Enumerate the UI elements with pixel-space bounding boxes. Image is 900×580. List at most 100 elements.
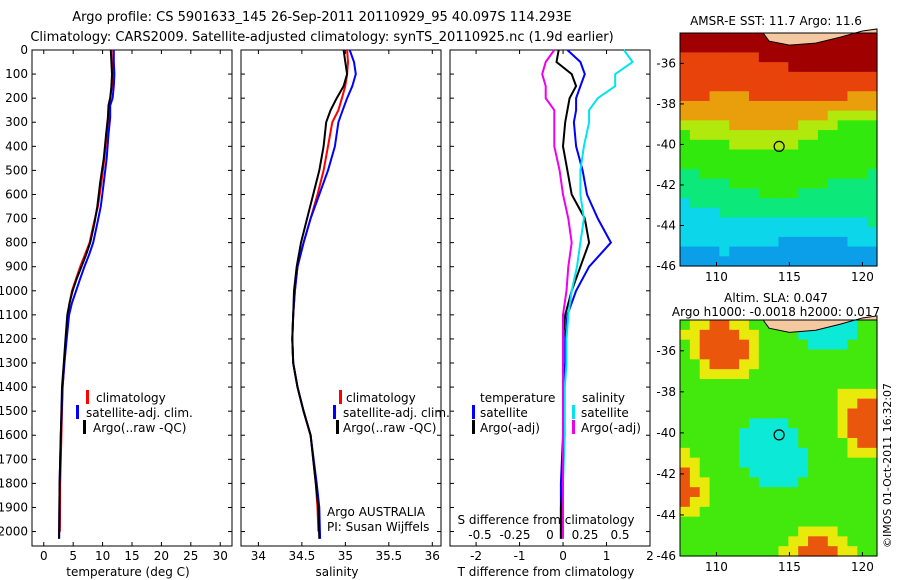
map-cell: [778, 120, 789, 131]
map-cell: [817, 428, 829, 439]
map-cell: [758, 52, 770, 63]
map-cell: [817, 227, 829, 238]
pi-label: PI: Susan Wijffels: [327, 520, 429, 534]
map-cell: [788, 120, 799, 131]
sla-map-title-1: Altim. SLA: 0.047: [724, 291, 828, 305]
map-cell: [857, 379, 868, 390]
map-cell: [778, 359, 789, 370]
map-cell: [867, 178, 878, 189]
map-cell: [758, 497, 770, 508]
map-cell: [719, 52, 730, 63]
map-cell: [739, 359, 750, 370]
difference-xlabel-top: S difference from climatology: [458, 513, 635, 527]
map-cell: [758, 339, 770, 351]
map-cell: [847, 110, 858, 121]
map-cell: [719, 546, 730, 557]
map-cell: [699, 168, 711, 180]
map-cell: [778, 477, 789, 488]
map-cell: [758, 188, 770, 199]
map-cell: [827, 42, 839, 54]
map-cell: [729, 546, 740, 557]
map-cell: [768, 447, 780, 459]
map-cell: [719, 130, 730, 141]
map-cell: [827, 477, 839, 488]
map-cell: [689, 428, 701, 439]
map-cell: [709, 506, 720, 518]
map-cell: [867, 62, 878, 73]
map-cell: [768, 100, 780, 112]
map-cell: [709, 359, 720, 370]
map-cell: [689, 33, 701, 44]
map-cell: [748, 477, 760, 488]
map-cell: [837, 369, 849, 380]
map-cell: [788, 359, 799, 370]
map-cell: [778, 71, 789, 83]
y-tick-label: 600: [5, 187, 28, 201]
map-cell: [699, 62, 711, 73]
map-cell: [699, 477, 711, 488]
map-cell: [748, 536, 760, 547]
map-cell: [719, 62, 730, 73]
map-cell: [808, 71, 819, 83]
map-cell: [788, 81, 799, 92]
map-cell: [689, 159, 701, 170]
series-line-satellite-adj-clim-: [58, 50, 116, 539]
map-cell: [837, 100, 849, 112]
map-cell: [689, 457, 701, 469]
map-cell: [699, 447, 711, 459]
map-cell: [768, 369, 780, 380]
map-cell: [808, 506, 819, 518]
map-cell: [758, 159, 770, 170]
map-cell: [680, 227, 691, 238]
map-cell: [798, 159, 809, 170]
map-cell: [778, 110, 789, 121]
map-cell: [689, 398, 701, 410]
map-cell: [680, 217, 691, 228]
map-cell: [827, 408, 839, 419]
series-line-climatology: [58, 50, 115, 532]
map-cell: [788, 418, 799, 429]
map-cell: [699, 198, 711, 209]
map-cell: [709, 217, 720, 228]
map-cell: [680, 487, 691, 498]
map-cell: [827, 359, 839, 370]
map-cell: [680, 33, 691, 44]
map-cell: [699, 516, 711, 528]
map-cell: [699, 100, 711, 112]
map-cell: [788, 408, 799, 419]
map-cell: [758, 487, 770, 498]
map-cell: [778, 130, 789, 141]
legend-swatch-s-argo: [572, 420, 575, 434]
map-cell: [847, 467, 858, 478]
map-cell: [788, 526, 799, 537]
map-cell: [709, 33, 720, 44]
map-cell: [847, 217, 858, 228]
map-cell: [680, 71, 691, 83]
map-cell: [837, 467, 849, 478]
map-cell: [847, 188, 858, 199]
map-cell: [778, 52, 789, 63]
map-cell: [817, 546, 829, 557]
map-cell: [827, 149, 839, 160]
map-cell: [808, 246, 819, 257]
map-cell: [768, 497, 780, 508]
map-cell: [798, 198, 809, 209]
x-tick-label: 25: [183, 549, 198, 563]
map-cell: [699, 398, 711, 410]
map-cell: [689, 198, 701, 209]
map-cell: [808, 188, 819, 199]
map-cell: [827, 159, 839, 170]
map-cell: [739, 110, 750, 121]
map-cell: [748, 418, 760, 429]
map-cell: [758, 81, 770, 92]
map-cell: [808, 256, 819, 267]
map-cell: [768, 227, 780, 238]
map-cell: [798, 388, 809, 400]
map-cell: [798, 62, 809, 73]
series-line-temperature-satellite: [559, 49, 613, 539]
map-cell: [847, 329, 858, 341]
map-cell: [817, 246, 829, 257]
map-cell: [867, 236, 878, 248]
map-cell: [837, 516, 849, 528]
y-tick-label: 1000: [0, 284, 28, 298]
